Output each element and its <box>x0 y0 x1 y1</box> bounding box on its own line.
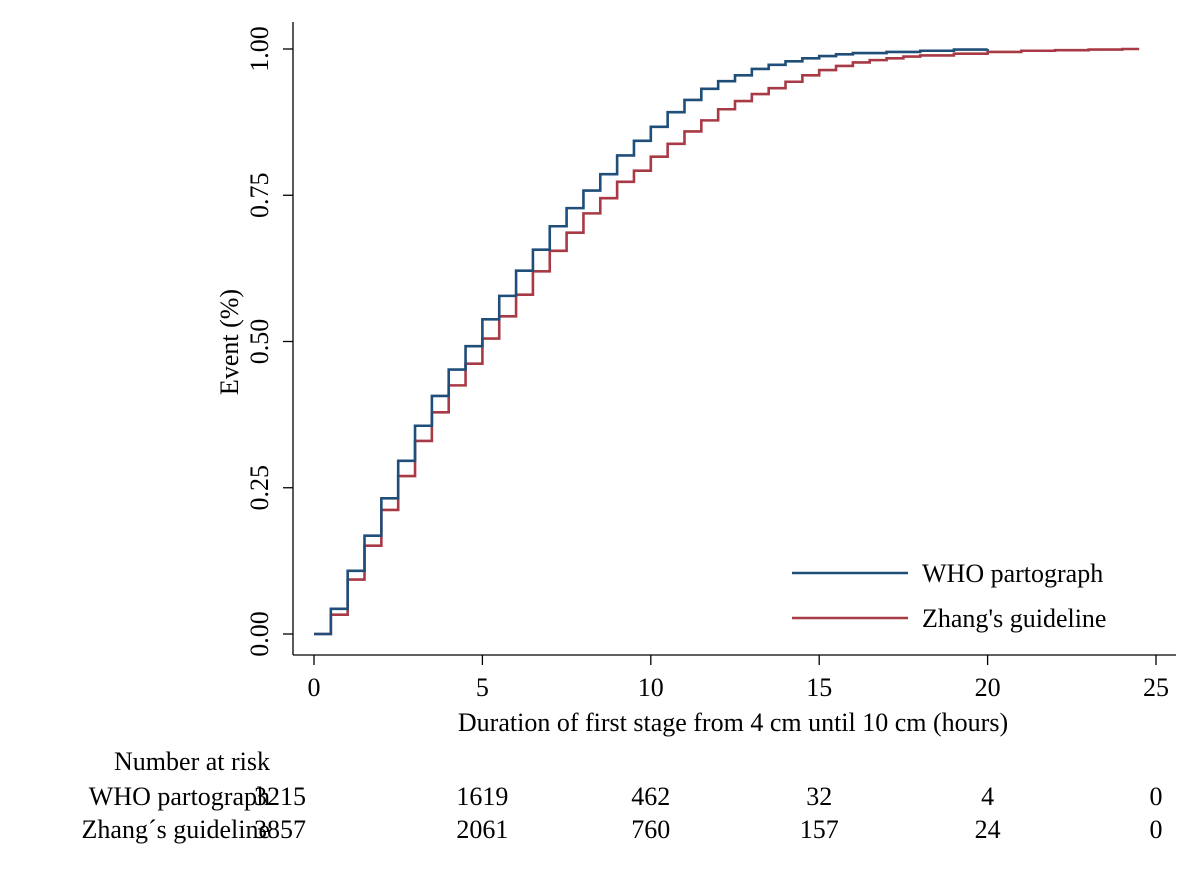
x-tick-label: 20 <box>975 673 1001 702</box>
axes: 0.00 0.25 0.50 0.75 1.00 0 5 10 15 20 25 <box>245 22 1176 702</box>
risk-row-label-zhang: Zhang´s guideline <box>82 815 270 844</box>
risk-value: 2061 <box>456 815 508 844</box>
risk-value: 760 <box>631 815 670 844</box>
risk-value: 1619 <box>456 782 508 811</box>
series-line-zhang-guideline <box>314 47 1140 636</box>
risk-table-title: Number at risk <box>114 747 270 776</box>
y-tick-label: 1.00 <box>245 26 274 72</box>
risk-value: 32 <box>806 782 832 811</box>
risk-row-label-who: WHO partograph <box>89 782 270 811</box>
series-line-who-partograph <box>314 48 989 636</box>
risk-value: 4 <box>981 782 994 811</box>
x-tick-label: 0 <box>308 673 321 702</box>
y-tick-label: 0.25 <box>245 465 274 511</box>
risk-value: 3215 <box>254 782 306 811</box>
risk-values: 3215 1619 462 32 4 0 3857 2061 760 157 24 0 <box>254 782 1163 844</box>
plot-area <box>314 47 1140 636</box>
x-tick-label: 25 <box>1143 673 1169 702</box>
y-tick-label: 0.75 <box>245 173 274 219</box>
legend-label-zhang: Zhang's guideline <box>922 604 1106 633</box>
risk-value: 157 <box>800 815 839 844</box>
legend: WHO partograph Zhang's guideline <box>792 559 1106 633</box>
y-axis-title: Event (%) <box>215 289 244 395</box>
y-tick-label: 0.50 <box>245 319 274 365</box>
x-tick-label: 5 <box>476 673 489 702</box>
risk-value: 0 <box>1150 815 1163 844</box>
risk-value: 0 <box>1150 782 1163 811</box>
risk-value: 24 <box>975 815 1001 844</box>
x-axis-title: Duration of first stage from 4 cm until … <box>458 708 1008 737</box>
risk-table: Number at risk WHO partograph Zhang´s gu… <box>82 747 1163 844</box>
y-tick-label: 0.00 <box>245 611 274 657</box>
risk-value: 462 <box>631 782 670 811</box>
x-tick-label: 10 <box>638 673 664 702</box>
risk-value: 3857 <box>254 815 306 844</box>
x-tick-label: 15 <box>806 673 832 702</box>
legend-label-who: WHO partograph <box>922 559 1103 588</box>
